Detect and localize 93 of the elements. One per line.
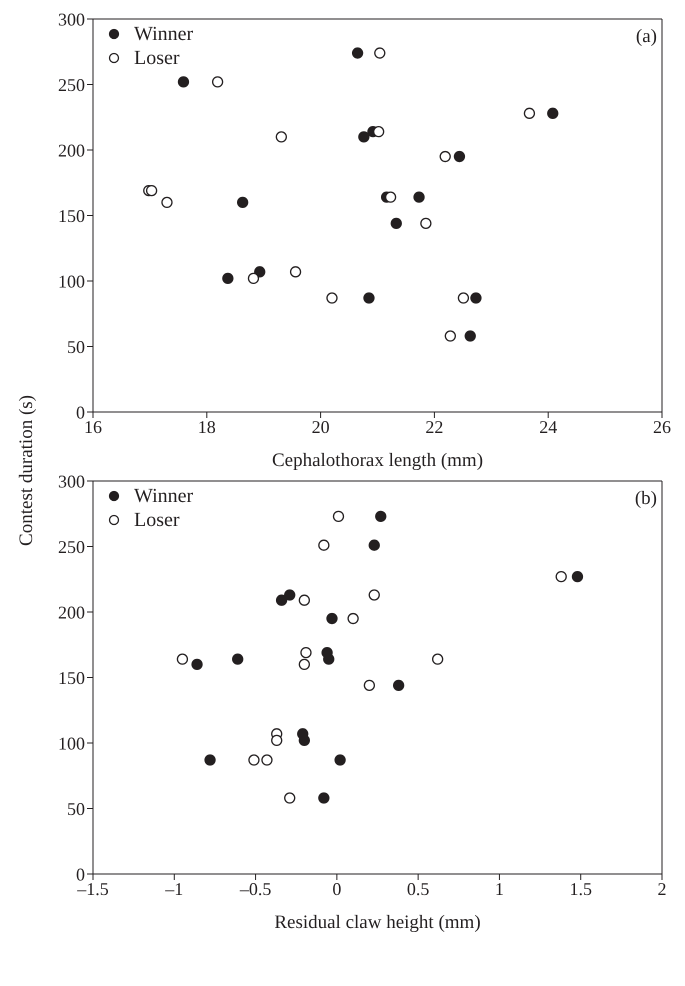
y-tick-label: 200 <box>58 602 85 622</box>
point <box>524 108 536 119</box>
y-tick-label: 300 <box>58 9 85 30</box>
annotation: (b) <box>634 488 657 510</box>
point <box>375 510 386 522</box>
legend-label: Loser <box>134 508 180 532</box>
point <box>444 330 456 342</box>
x-tick-label: 16 <box>84 416 102 437</box>
x-axis-title: Cephalothorax length (mm) <box>272 450 484 471</box>
y-tick-label: 250 <box>58 536 85 557</box>
point <box>284 792 296 804</box>
x-tick-label: –0.5 <box>238 878 272 899</box>
point <box>298 734 310 746</box>
point <box>318 540 330 551</box>
point <box>232 654 244 665</box>
point <box>364 680 376 692</box>
point <box>176 654 188 665</box>
point <box>300 646 312 658</box>
y-tick-label: 200 <box>58 140 85 160</box>
x-tick-label: 24 <box>539 416 558 437</box>
point <box>572 570 584 582</box>
point <box>318 792 330 804</box>
y-tick-label: 100 <box>58 733 85 754</box>
point <box>326 612 338 624</box>
annotation: (a) <box>636 26 657 48</box>
legend-label: Winner <box>134 484 194 508</box>
point <box>372 126 384 138</box>
x-tick-label: –1 <box>164 878 184 899</box>
point <box>458 292 470 304</box>
point <box>178 76 190 88</box>
point <box>261 754 273 766</box>
point <box>146 184 158 196</box>
point <box>363 292 375 304</box>
x-tick-label: 20 <box>312 416 330 437</box>
point <box>236 196 248 208</box>
x-tick-label: 26 <box>653 416 671 437</box>
point <box>390 218 402 230</box>
point <box>248 272 260 284</box>
point <box>334 754 346 766</box>
point <box>161 196 173 208</box>
y-tick-label: 150 <box>58 668 85 688</box>
legend-label: Loser <box>134 46 180 70</box>
x-tick-label: 1.5 <box>569 878 592 899</box>
point <box>347 612 359 624</box>
y-tick-label: 300 <box>58 471 85 492</box>
point <box>271 734 282 746</box>
x-tick-label: 0.5 <box>406 878 430 899</box>
x-tick-label: 22 <box>425 416 444 437</box>
y-tick-label: 250 <box>58 74 85 95</box>
point <box>420 218 432 230</box>
point <box>392 680 404 692</box>
point <box>470 292 482 304</box>
point <box>432 654 444 665</box>
point <box>298 658 310 670</box>
point <box>254 266 266 278</box>
y-tick-label: 0 <box>76 864 85 884</box>
point <box>298 594 310 606</box>
point <box>276 131 287 143</box>
point <box>352 47 364 59</box>
point <box>556 570 567 582</box>
x-axis-title: Residual claw height (mm) <box>274 912 481 933</box>
point <box>284 589 296 601</box>
point <box>204 754 216 766</box>
legend-label: Winner <box>134 22 194 46</box>
point <box>323 654 334 665</box>
y-tick-label: 100 <box>58 271 85 292</box>
y-tick-label: 50 <box>67 798 85 819</box>
point <box>374 47 386 59</box>
y-tick-label: 50 <box>67 336 85 357</box>
point <box>248 754 260 766</box>
point <box>290 266 302 278</box>
point <box>358 131 370 143</box>
point <box>547 108 558 119</box>
x-tick-label: 18 <box>198 416 216 437</box>
point <box>440 150 451 162</box>
point <box>191 658 203 670</box>
x-tick-label: 1 <box>494 878 504 899</box>
x-tick-label: 2 <box>658 878 666 899</box>
point <box>212 76 224 88</box>
point <box>326 292 338 304</box>
point <box>332 510 344 522</box>
point <box>384 192 396 203</box>
point <box>413 192 425 203</box>
y-axis-title: Contest duration (s) <box>16 394 38 546</box>
y-tick-label: 150 <box>58 206 85 226</box>
point <box>368 589 380 601</box>
point <box>222 272 234 284</box>
point <box>276 594 288 606</box>
point <box>454 150 466 162</box>
x-tick-label: 0 <box>332 878 342 899</box>
y-tick-label: 0 <box>76 402 85 422</box>
point <box>464 330 476 342</box>
point <box>368 540 380 551</box>
